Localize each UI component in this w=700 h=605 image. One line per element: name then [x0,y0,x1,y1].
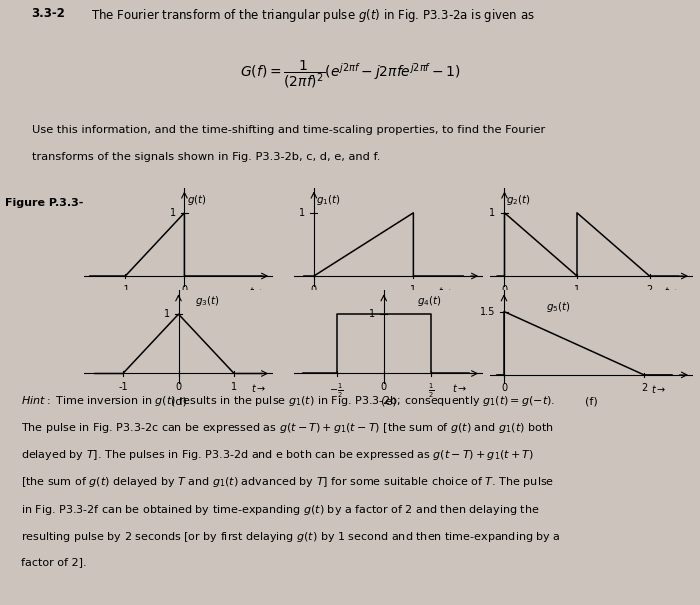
Text: Use this information, and the time-shifting and time-scaling properties, to find: Use this information, and the time-shift… [32,125,545,136]
Text: transforms of the signals shown in Fig. P3.3-2b, c, d, e, and f.: transforms of the signals shown in Fig. … [32,152,380,163]
Text: 1: 1 [231,382,237,391]
Text: -1: -1 [118,382,127,391]
Text: $t\rightarrow$: $t\rightarrow$ [438,285,454,296]
Text: 1: 1 [170,208,176,218]
Text: 1: 1 [300,208,305,218]
Text: $g_3(t)$: $g_3(t)$ [195,294,220,308]
Text: $g_2(t)$: $g_2(t)$ [506,192,531,206]
Text: 2: 2 [646,285,652,295]
Text: 0: 0 [181,285,188,295]
Text: [the sum of $g(t)$ delayed by $T$ and $g_1(t)$ advanced by $T$] for some suitabl: [the sum of $g(t)$ delayed by $T$ and $g… [21,476,554,489]
Text: $t\rightarrow$: $t\rightarrow$ [452,382,467,394]
Text: $G(f) = \dfrac{1}{(2\pi f)^2}(e^{j2\pi f} - j2\pi fe^{j2\pi f} - 1)$: $G(f) = \dfrac{1}{(2\pi f)^2}(e^{j2\pi f… [239,58,461,90]
Text: $t\rightarrow$: $t\rightarrow$ [249,285,265,296]
Text: 0: 0 [381,382,387,391]
Text: $t\rightarrow$: $t\rightarrow$ [664,285,680,296]
Text: 2: 2 [641,383,647,393]
Text: (c): (c) [584,300,599,310]
Text: 1: 1 [369,309,375,319]
Text: The pulse in Fig. P3.3-2c can be expressed as $g(t-T)+g_1(t-T)$ [the sum of $g(t: The pulse in Fig. P3.3-2c can be express… [21,421,554,435]
Text: $g_4(t)$: $g_4(t)$ [416,294,442,308]
Text: 0: 0 [501,383,507,393]
Text: -1: -1 [120,285,130,295]
Text: 1: 1 [164,309,170,319]
Text: $-\frac{1}{2}$: $-\frac{1}{2}$ [329,382,344,400]
Text: 0: 0 [311,285,317,295]
Text: (b): (b) [381,300,396,310]
Text: 0: 0 [176,382,181,391]
Text: (a): (a) [171,300,186,310]
Text: 1: 1 [489,208,496,218]
Text: $g(t)$: $g(t)$ [188,192,207,206]
Text: 1: 1 [574,285,580,295]
Text: $g_1(t)$: $g_1(t)$ [316,192,341,206]
Text: Figure P.3.3-2: Figure P.3.3-2 [5,198,91,208]
Text: (f): (f) [585,396,598,407]
Text: (d): (d) [171,396,186,407]
Text: The Fourier transform of the triangular pulse $g(t)$ in Fig. P3.3-2a is given as: The Fourier transform of the triangular … [91,7,535,24]
Text: 1: 1 [410,285,416,295]
Text: $g_5(t)$: $g_5(t)$ [546,299,570,313]
Text: resulting pulse by 2 seconds [or by first delaying $g(t)$ by 1 second and then t: resulting pulse by 2 seconds [or by firs… [21,530,561,544]
Text: $\it{Hint:}$ Time inversion in $g(t)$ results in the pulse $g_1(t)$ in Fig. P3.3: $\it{Hint:}$ Time inversion in $g(t)$ re… [21,394,555,408]
Text: 3.3-2: 3.3-2 [32,7,65,20]
Text: $t\rightarrow$: $t\rightarrow$ [651,383,666,395]
Text: $t\rightarrow$: $t\rightarrow$ [251,382,266,394]
Text: 0: 0 [501,285,508,295]
Text: factor of 2].: factor of 2]. [21,557,87,567]
Text: 1.5: 1.5 [480,307,495,316]
Text: (e): (e) [381,396,396,407]
Text: $\frac{1}{2}$: $\frac{1}{2}$ [428,382,434,400]
Text: in Fig. P3.3-2f can be obtained by time-expanding $g(t)$ by a factor of 2 and th: in Fig. P3.3-2f can be obtained by time-… [21,503,540,517]
Text: delayed by $T$]. The pulses in Fig. P3.3-2d and e both can be expressed as $g(t-: delayed by $T$]. The pulses in Fig. P3.3… [21,448,534,462]
